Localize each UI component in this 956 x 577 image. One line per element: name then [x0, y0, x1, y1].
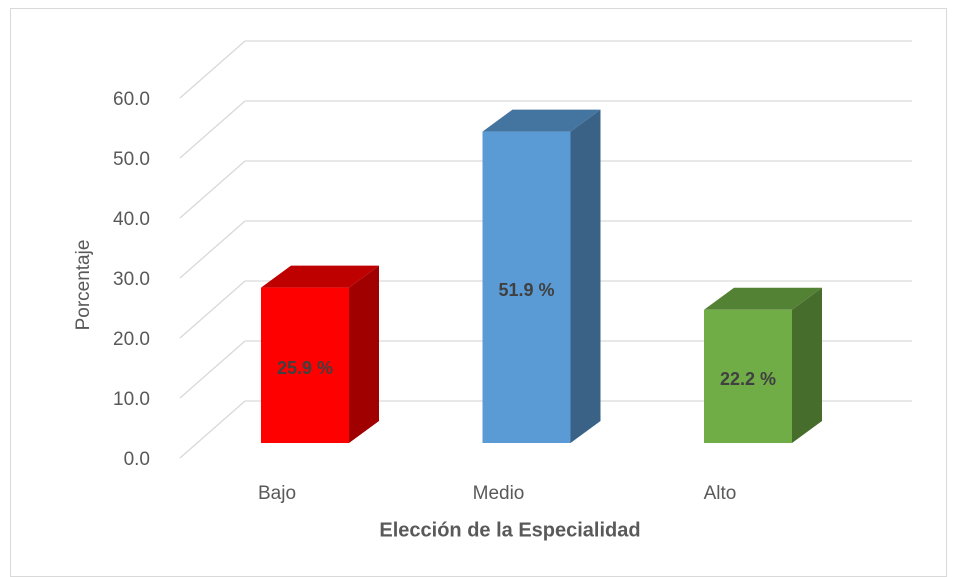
y-tick-label: 60.0 [113, 89, 150, 110]
x-axis-title: Elección de la Especialidad [379, 519, 640, 541]
y-axis-title: Porcentaje [73, 240, 94, 331]
y-tick-label: 40.0 [113, 209, 150, 230]
y-tick-label: 0.0 [124, 449, 150, 470]
x-tick-label: Alto [704, 483, 737, 504]
data-label: 25.9 % [277, 358, 333, 378]
data-label: 22.2 % [720, 369, 776, 389]
x-tick-label: Bajo [258, 483, 296, 504]
grid-line [179, 160, 246, 219]
grid-line [179, 340, 246, 399]
y-tick-label: 30.0 [113, 269, 150, 290]
bar-top [482, 109, 601, 132]
grid-line [179, 400, 246, 459]
bar-top [704, 287, 822, 310]
bar-side [349, 265, 379, 443]
y-tick-label: 10.0 [113, 389, 150, 410]
y-tick-label: 50.0 [113, 149, 150, 170]
grid-line [179, 280, 246, 339]
x-tick-label: Medio [473, 483, 525, 504]
bar [261, 287, 349, 443]
grid-line [179, 220, 246, 279]
bar [704, 309, 792, 443]
grid-line [179, 40, 246, 99]
bar [482, 131, 571, 443]
grid-line [179, 100, 246, 159]
bar-side [570, 109, 601, 443]
y-tick-label: 20.0 [113, 329, 150, 350]
data-label: 51.9 % [498, 280, 554, 300]
bar-side [792, 287, 822, 443]
bar-top [261, 265, 379, 288]
